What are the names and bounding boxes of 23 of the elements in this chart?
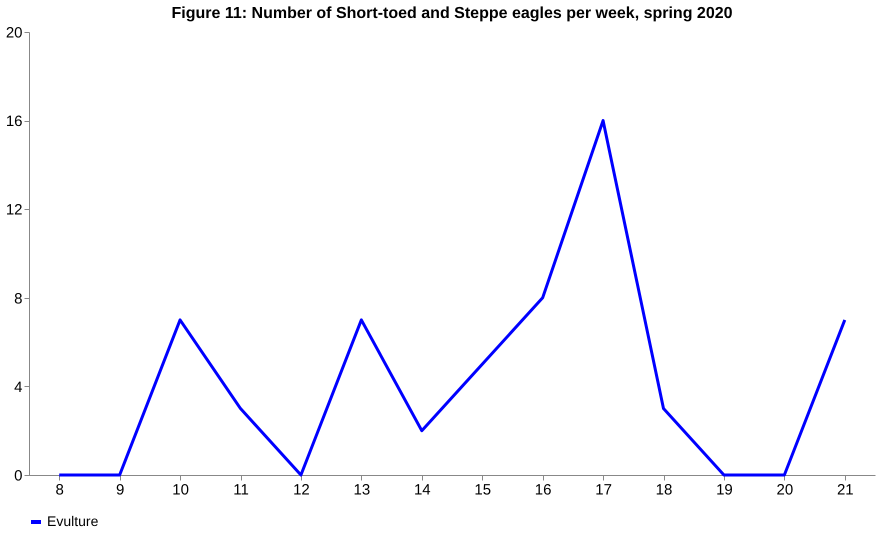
x-tick-label: 20 [776,482,794,498]
y-tick-label: 4 [14,378,22,396]
x-tick-label: 14 [414,482,431,498]
x-tick-label: 17 [595,482,612,498]
x-tick-label: 8 [56,482,64,498]
x-tick-label: 10 [172,482,189,498]
x-tick-label: 18 [656,482,672,498]
line-series [58,119,846,476]
x-tick-label: 19 [716,482,733,498]
chart-title: Figure 11: Number of Short-toed and Steppe eagles per week, spring 2020 [171,5,733,22]
y-tick-label: 0 [14,468,22,484]
y-tick-label: 12 [6,202,22,219]
y-tick-label: 16 [6,113,22,130]
x-tick-label: 9 [116,482,124,498]
x-tick-label: 12 [293,482,310,498]
x-tick-label: 13 [354,482,370,498]
x-tick-label: 15 [474,482,492,498]
x-tick-label: 21 [836,482,854,498]
legend-label: Evulture [47,513,99,529]
y-tick-label: 8 [14,290,22,308]
x-tick-label: 11 [233,482,249,498]
y-tick-label: 20 [6,24,22,42]
x-tick-label: 16 [534,482,552,498]
